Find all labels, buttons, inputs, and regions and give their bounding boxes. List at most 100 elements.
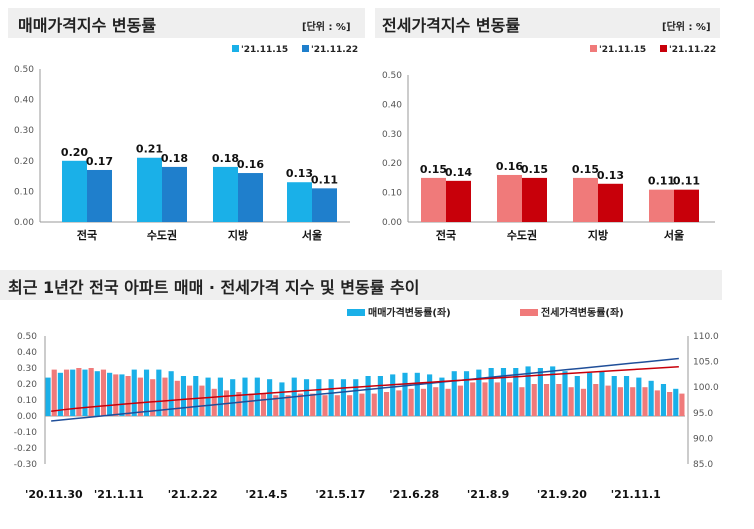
left-y-tick-label: -0.30 [14, 460, 38, 470]
bar [673, 388, 679, 416]
bar [328, 379, 334, 416]
bar [211, 388, 217, 416]
bar [598, 183, 623, 222]
bar [297, 393, 303, 416]
data-label: 0.14 [445, 166, 472, 179]
legend-label: '21.11.22 [311, 45, 358, 55]
right-y-tick-label: 90.0 [693, 434, 713, 444]
x-tick-label: '21.9.20 [537, 488, 587, 501]
legend-swatch [347, 309, 365, 316]
bar [359, 393, 365, 416]
legend-label: '21.11.22 [669, 45, 716, 55]
legend-label: 전세가격변동률(좌) [541, 306, 624, 319]
x-tick-label: 서울 [302, 228, 322, 242]
legend-label: '21.11.15 [599, 45, 646, 55]
bar [287, 182, 312, 222]
legend-label: '21.11.15 [241, 45, 288, 55]
bar [137, 377, 143, 416]
bar [573, 177, 598, 222]
x-tick-label: '21.6.28 [389, 488, 439, 501]
bar [94, 371, 100, 416]
bar [660, 384, 667, 416]
bar [623, 376, 630, 416]
bar [76, 368, 82, 416]
bar [642, 387, 648, 416]
bar [463, 371, 470, 416]
bar [119, 374, 125, 416]
bar [168, 371, 174, 416]
jeonse-title-bar [375, 8, 720, 38]
bar [507, 382, 513, 416]
x-tick-label: 전국 [436, 228, 456, 242]
bar [205, 377, 211, 416]
data-label: 0.18 [161, 152, 188, 165]
bar [248, 393, 254, 416]
bar [630, 387, 636, 416]
x-tick-label: 서울 [664, 228, 684, 242]
bar [273, 395, 279, 416]
bar [100, 369, 107, 416]
bar [180, 376, 187, 416]
bar [377, 376, 383, 416]
bar [420, 388, 427, 416]
bar [439, 377, 445, 416]
bar [457, 385, 463, 416]
x-tick-label: 수도권 [147, 229, 177, 242]
data-label: 0.15 [572, 163, 599, 176]
y-tick-label: 0.00 [382, 218, 402, 228]
left-y-tick-label: 0.00 [17, 412, 37, 422]
data-label: 0.16 [496, 160, 523, 173]
y-tick-label: 0.40 [14, 96, 34, 106]
bar [285, 395, 291, 416]
bar [445, 388, 451, 416]
data-label: 0.11 [673, 175, 700, 188]
bar [433, 387, 439, 416]
data-label: 0.13 [286, 167, 313, 180]
jeonse-unit: [단위 : %] [662, 22, 711, 33]
right-y-tick-label: 85.0 [693, 460, 713, 470]
y-tick-label: 0.30 [14, 126, 34, 136]
left-y-tick-label: -0.10 [14, 428, 38, 438]
y-tick-label: 0.10 [382, 189, 402, 199]
bar [562, 371, 568, 416]
bar [648, 380, 654, 416]
bar [125, 376, 131, 416]
bar [70, 369, 76, 416]
right-y-tick-label: 100.0 [693, 383, 719, 393]
bar [131, 369, 137, 416]
sale-title-bar [8, 8, 365, 38]
bar [174, 380, 180, 416]
data-label: 0.11 [648, 175, 675, 188]
bar [162, 377, 168, 416]
bar [531, 384, 537, 416]
bar [260, 393, 267, 416]
left-y-tick-label: -0.20 [14, 444, 38, 454]
bar [213, 166, 238, 222]
right-y-tick-label: 105.0 [693, 358, 719, 368]
left-y-tick-label: 0.30 [17, 364, 37, 374]
jeonse-chart-title: 전세가격지수 변동률 [382, 16, 521, 35]
bar [537, 368, 543, 416]
bar [649, 189, 674, 222]
x-tick-label: '21.1.11 [94, 488, 144, 501]
bar [62, 160, 87, 222]
bar [482, 382, 488, 416]
bar [587, 372, 593, 416]
bar [451, 371, 457, 416]
bar [137, 157, 162, 222]
bar [279, 382, 285, 416]
bar [193, 376, 199, 416]
bar [310, 393, 316, 416]
bar [494, 382, 500, 416]
bar [488, 368, 494, 416]
bar [667, 392, 673, 416]
bar [497, 174, 522, 222]
x-tick-label: '21.2.22 [168, 488, 218, 501]
bar [654, 390, 660, 416]
data-label: 0.11 [311, 173, 338, 186]
bar [580, 388, 587, 416]
bar [408, 388, 414, 416]
jeonse-index-line [51, 365, 679, 413]
x-tick-label: '21.11.1 [611, 488, 661, 501]
